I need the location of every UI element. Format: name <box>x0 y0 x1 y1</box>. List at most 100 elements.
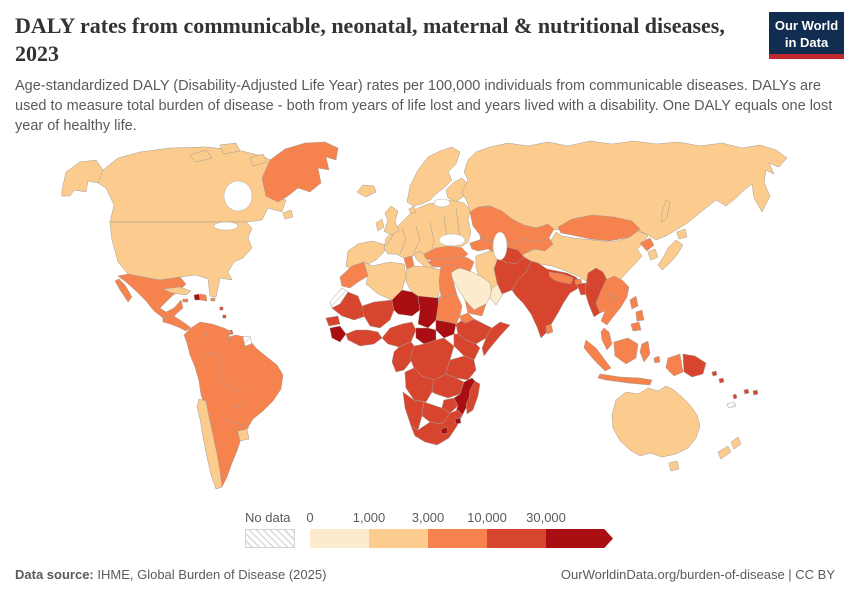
country-cuba[interactable] <box>162 286 192 296</box>
legend-bar[interactable] <box>310 529 613 548</box>
legend-tick: 1,000 <box>352 510 386 525</box>
country-solomon-islands[interactable] <box>718 377 725 384</box>
country-indonesia-java[interactable] <box>597 373 653 386</box>
footer-link[interactable]: OurWorldinData.org/burden-of-disease | C… <box>560 567 835 582</box>
region-cameroon-gabon[interactable] <box>391 341 417 373</box>
south-america-borders <box>199 325 251 429</box>
country-yemen[interactable] <box>464 299 487 317</box>
region-central-america[interactable] <box>162 315 192 332</box>
page-title: DALY rates from communicable, neonatal, … <box>15 13 725 66</box>
country-saudi-arabia[interactable] <box>449 267 493 311</box>
country-south-africa[interactable] <box>410 409 463 446</box>
region-lesser-antilles[interactable] <box>222 314 227 319</box>
legend-segment-b5[interactable] <box>546 529 613 548</box>
region-caucasus[interactable] <box>469 238 493 252</box>
country-solomon-islands[interactable] <box>711 370 718 377</box>
country-greenland[interactable] <box>261 141 339 203</box>
country-mexico-baja[interactable] <box>114 278 133 303</box>
country-somalia[interactable] <box>481 321 511 357</box>
country-eswatini[interactable] <box>454 417 462 425</box>
country-philippines[interactable] <box>635 309 645 322</box>
legend-segment-b2[interactable] <box>369 529 428 548</box>
country-haiti[interactable] <box>193 293 201 301</box>
legend-tick: 10,000 <box>467 510 507 525</box>
country-egypt[interactable] <box>438 263 459 298</box>
country-lesotho[interactable] <box>440 426 449 435</box>
legend-tick: 0 <box>306 510 314 525</box>
legend-no-data-swatch[interactable] <box>245 529 295 548</box>
region-west-papua[interactable] <box>665 353 684 377</box>
country-fiji[interactable] <box>743 388 750 395</box>
country-usa-alaska[interactable] <box>61 159 104 197</box>
country-dominican-republic[interactable] <box>199 293 208 302</box>
country-uk[interactable] <box>383 205 400 236</box>
country-namibia[interactable] <box>402 391 425 431</box>
country-sudan[interactable] <box>435 294 463 325</box>
country-madagascar[interactable] <box>465 380 481 415</box>
country-chile[interactable] <box>196 398 223 490</box>
country-denmark[interactable] <box>408 205 417 215</box>
country-mexico[interactable] <box>117 273 187 319</box>
country-philippines[interactable] <box>629 295 639 310</box>
legend-tick: 3,000 <box>411 510 445 525</box>
country-indonesia-borneo[interactable] <box>613 337 639 365</box>
country-new-zealand[interactable] <box>730 436 742 450</box>
legend-tick: 30,000 <box>526 510 566 525</box>
country-zimbabwe[interactable] <box>441 397 459 414</box>
country-taiwan[interactable] <box>608 292 616 302</box>
owid-logo[interactable]: Our World in Data <box>769 12 844 59</box>
country-japan[interactable] <box>657 239 684 271</box>
country-chad[interactable] <box>417 295 440 329</box>
footer-source-text: IHME, Global Burden of Disease (2025) <box>93 567 327 582</box>
country-iceland[interactable] <box>356 184 377 198</box>
country-nepal[interactable] <box>548 271 574 285</box>
europe-borders <box>385 207 461 257</box>
country-sri-lanka[interactable] <box>545 323 554 335</box>
region-kenya-uganda[interactable] <box>453 333 481 361</box>
country-philippines[interactable] <box>630 321 642 332</box>
region-french-guiana[interactable] <box>242 335 253 347</box>
country-canada-newfoundland[interactable] <box>282 209 294 220</box>
country-australia[interactable] <box>611 385 701 458</box>
country-jamaica[interactable] <box>182 298 189 303</box>
country-guinea[interactable] <box>329 325 347 343</box>
legend-segment-b3[interactable] <box>428 529 487 548</box>
country-senegal[interactable] <box>325 315 341 327</box>
country-fiji[interactable] <box>752 389 759 396</box>
footer-source-label: Data source: <box>15 567 94 582</box>
country-indonesia-sulawesi[interactable] <box>639 340 651 363</box>
legend-segment-b1[interactable] <box>310 529 369 548</box>
baltic-sea <box>433 198 451 208</box>
footer-source: Data source: IHME, Global Burden of Dise… <box>15 567 326 582</box>
country-uruguay[interactable] <box>237 428 250 442</box>
country-japan-hokkaido[interactable] <box>676 228 688 240</box>
country-south-korea[interactable] <box>647 248 659 261</box>
region-lesser-antilles[interactable] <box>219 306 224 311</box>
country-australia-tasmania[interactable] <box>668 460 680 472</box>
country-north-korea[interactable] <box>639 237 655 252</box>
country-ireland[interactable] <box>375 218 385 232</box>
country-new-zealand[interactable] <box>717 445 732 460</box>
owid-logo-line1: Our World <box>774 18 839 33</box>
region-malay-peninsula[interactable] <box>600 327 613 351</box>
legend-segment-b4[interactable] <box>487 529 546 548</box>
country-mali[interactable] <box>361 299 395 329</box>
country-canada-island[interactable] <box>189 149 213 163</box>
country-papua-new-guinea[interactable] <box>682 353 707 378</box>
country-indonesia-sumatra[interactable] <box>583 339 612 372</box>
country-canada-island[interactable] <box>249 153 268 167</box>
caspian-sea <box>492 231 508 261</box>
country-canada-island[interactable] <box>219 142 241 155</box>
country-mongolia[interactable] <box>557 214 641 242</box>
legend-no-data-label: No data <box>245 510 291 525</box>
country-russia-sakhalin[interactable] <box>661 199 671 223</box>
country-puerto-rico[interactable] <box>210 297 216 302</box>
region-scandinavia[interactable] <box>406 146 461 207</box>
region-new-caledonia[interactable] <box>726 401 737 409</box>
country-vanuatu[interactable] <box>732 393 738 400</box>
country-indonesia-moluccas[interactable] <box>653 355 661 364</box>
hudson-bay <box>223 180 253 212</box>
region-west-africa-coast[interactable] <box>345 329 383 347</box>
